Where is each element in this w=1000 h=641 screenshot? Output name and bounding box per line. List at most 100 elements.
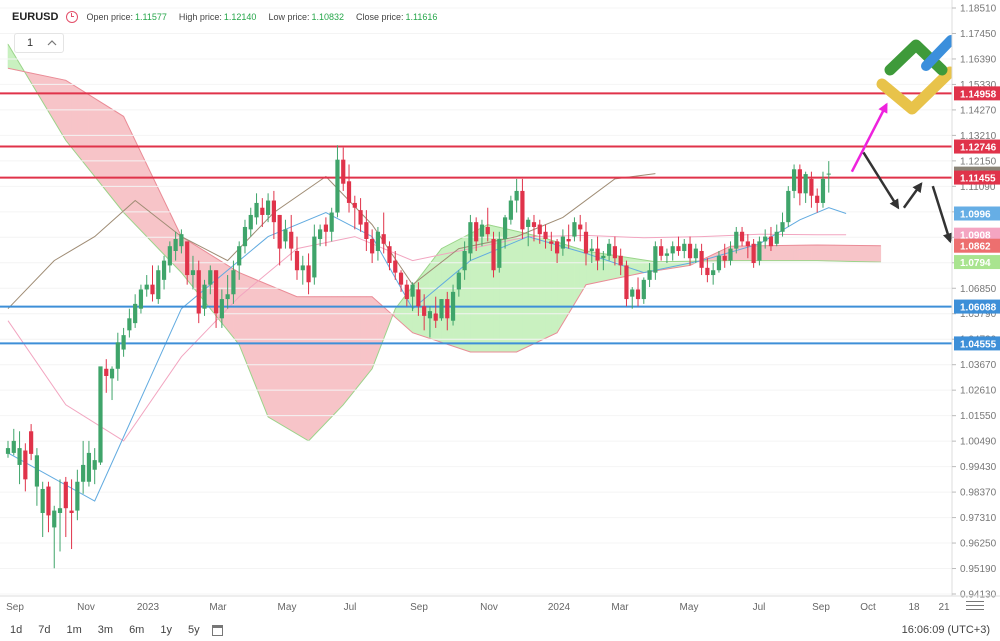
time-tick-label: Nov [77, 602, 95, 613]
cloud-segment [834, 244, 841, 262]
time-tick-label: 21 [938, 602, 950, 613]
candle-down [445, 299, 450, 319]
range-1m[interactable]: 1m [66, 624, 82, 636]
candle-up [17, 448, 22, 465]
time-tick-label: 2023 [137, 602, 160, 613]
candle-up [780, 222, 785, 232]
candle-down [294, 251, 300, 271]
price-tick-label: 0.94130 [960, 590, 997, 601]
candle-down [751, 243, 756, 264]
candle-up [826, 173, 831, 175]
candle-down [612, 246, 617, 259]
candle-down [260, 207, 265, 215]
candle-down [213, 270, 219, 314]
cloud-segment [48, 76, 55, 123]
time-axis: Sep Nov 2023 Mar May Jul Sep Nov 2024 Mar May Jul Se… [0, 595, 1000, 613]
candle-up [248, 214, 253, 230]
cloud-segment [579, 248, 587, 296]
candle-up [526, 219, 531, 227]
price-label-text: 1.12746 [960, 143, 997, 154]
range-5y[interactable]: 5y [187, 624, 200, 636]
range-1d[interactable]: 1d [10, 624, 23, 636]
cloud-segment [522, 232, 529, 350]
candle-up [757, 241, 762, 261]
cloud-segment [314, 296, 321, 436]
candle-down [595, 248, 600, 261]
cloud-segment [631, 257, 639, 276]
candle-up [468, 222, 473, 254]
cloud-segment [811, 244, 818, 261]
candle-up [75, 481, 80, 511]
candle-up [81, 464, 86, 482]
candle-down [474, 222, 479, 242]
price-label-badge [954, 86, 1000, 101]
candle-down [797, 169, 802, 194]
cloud-segment [516, 230, 523, 353]
candle-down [352, 202, 357, 208]
candle-down [185, 241, 190, 276]
cloud-segment [816, 244, 824, 262]
cloud-segment [828, 244, 835, 262]
price-label-badge [954, 139, 1000, 154]
cloud-segment [348, 296, 356, 399]
candle-up [115, 342, 120, 369]
cloud-segment [504, 228, 512, 353]
candle-up [502, 217, 508, 239]
time-tick-label: May [278, 602, 297, 613]
candle-up [138, 289, 144, 309]
candle-up [208, 270, 213, 285]
candle-up [763, 236, 768, 242]
candle-up [242, 226, 248, 247]
symbol-name[interactable]: EURUSD [12, 11, 59, 23]
candle-up [630, 289, 635, 297]
cloud-segment [77, 87, 84, 163]
price-labels: 1.149581.127461.11621.114551.09961.09081… [954, 86, 1000, 351]
candle-down [578, 224, 583, 230]
close-price: Close price: 1.11616 [356, 12, 437, 22]
candle-up [711, 270, 716, 276]
open-price: Open price: 1.11577 [86, 12, 166, 22]
candle-up [820, 178, 826, 203]
clock-icon[interactable] [66, 11, 79, 23]
cloud-segment [799, 244, 806, 261]
kijun-sen-line [7, 233, 847, 442]
candle-down [69, 510, 74, 513]
candle-up [202, 284, 207, 309]
high-price: High price: 1.12140 [179, 12, 257, 22]
cloud-segment [868, 245, 876, 263]
candle-up [133, 303, 138, 324]
candle-down [745, 241, 750, 247]
candle-up [803, 174, 808, 194]
candle-down [358, 210, 363, 225]
candle-up [57, 508, 63, 513]
candle-up [190, 270, 196, 276]
high-price-label: High price: [178, 12, 222, 22]
candle-up [716, 255, 722, 271]
time-tick-label: Nov [480, 602, 498, 613]
cloud-segment [123, 116, 130, 220]
candle-down [485, 226, 490, 235]
cloud-segment [608, 254, 616, 281]
range-3m[interactable]: 3m [97, 624, 114, 636]
candle-up [34, 455, 39, 487]
price-label-text: 1.11455 [960, 174, 996, 185]
cloud-segment [770, 245, 778, 261]
cloud-segment [129, 128, 136, 226]
range-1y[interactable]: 1y [160, 624, 172, 636]
candle-up [254, 202, 259, 218]
price-tick-label: 0.95190 [960, 564, 997, 575]
interval-selector[interactable]: 1 [14, 33, 64, 53]
settings-sliders-icon[interactable] [966, 598, 984, 614]
calendar-icon[interactable] [211, 624, 223, 636]
price-label-text: 1.0908 [960, 231, 991, 242]
price-label-badge [954, 255, 1000, 270]
cloud-segment [111, 108, 119, 207]
range-6m[interactable]: 6m [129, 624, 145, 636]
price-label-badge [954, 299, 1000, 314]
range-7d[interactable]: 7d [38, 624, 51, 636]
price-label-text: 1.0862 [960, 242, 991, 253]
price-tick-label: 1.03670 [960, 360, 997, 371]
candle-up [266, 200, 271, 215]
price-tick-label: 0.96250 [960, 539, 997, 550]
